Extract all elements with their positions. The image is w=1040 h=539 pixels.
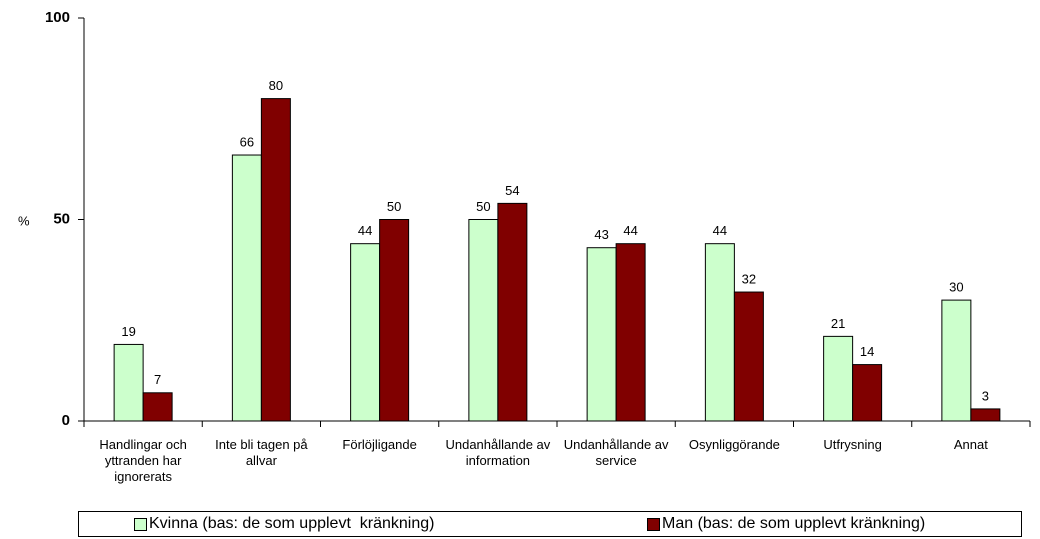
value-label: 7 xyxy=(154,372,161,387)
y-tick-label: 100 xyxy=(45,9,70,26)
x-tick-label: Undanhållande av information xyxy=(445,437,551,468)
value-label: 43 xyxy=(594,227,608,242)
bar xyxy=(970,408,1001,422)
value-label: 3 xyxy=(982,388,989,403)
value-label: 66 xyxy=(240,134,254,149)
y-axis-label: % xyxy=(18,213,30,228)
bar xyxy=(113,343,144,422)
legend: Kvinna (bas: de som upplevt kränkning) Ma… xyxy=(78,511,1022,537)
value-label: 54 xyxy=(505,183,519,198)
value-label: 50 xyxy=(476,199,490,214)
bar xyxy=(497,202,528,422)
value-label: 14 xyxy=(860,344,874,359)
bar xyxy=(379,219,410,422)
x-tick-label: Handlingar och yttranden har ignorerats xyxy=(99,437,187,484)
bar xyxy=(468,219,499,422)
x-tick-label: Utfrysning xyxy=(823,437,882,452)
value-label: 44 xyxy=(623,223,637,238)
value-label: 50 xyxy=(387,199,401,214)
bar xyxy=(586,247,617,422)
value-label: 44 xyxy=(358,223,372,238)
bar xyxy=(350,243,381,422)
x-tick-label: Inte bli tagen på allvar xyxy=(215,437,308,468)
bar xyxy=(231,154,262,422)
bar xyxy=(941,299,972,422)
legend-item: Man (bas: de som upplevt kränkning) xyxy=(647,515,925,533)
x-tick-label: Undanhållande av service xyxy=(563,437,669,468)
legend-label: Kvinna (bas: de som upplevt kränkning) xyxy=(149,515,435,532)
value-label: 32 xyxy=(742,271,756,286)
value-label: 30 xyxy=(949,280,963,295)
bar xyxy=(704,243,735,422)
value-label: 44 xyxy=(713,223,727,238)
bar xyxy=(852,364,883,422)
y-tick-label: 0 xyxy=(62,412,70,429)
value-label: 80 xyxy=(269,78,283,93)
y-tick-label: 50 xyxy=(53,210,70,227)
value-label: 19 xyxy=(121,324,135,339)
x-tick-label: Annat xyxy=(953,437,988,452)
bar xyxy=(733,291,764,422)
bar xyxy=(260,98,291,422)
bar xyxy=(615,243,646,422)
bar xyxy=(142,392,173,422)
x-tick-label: Förlöjligande xyxy=(342,437,417,452)
value-label: 21 xyxy=(831,316,845,331)
legend-item: Kvinna (bas: de som upplevt kränkning) xyxy=(134,515,434,533)
legend-swatch xyxy=(647,517,660,531)
bar xyxy=(823,335,854,422)
legend-label: Man (bas: de som upplevt kränkning) xyxy=(662,515,926,532)
legend-swatch xyxy=(134,517,147,531)
x-tick-label: Osynliggörande xyxy=(688,437,780,452)
